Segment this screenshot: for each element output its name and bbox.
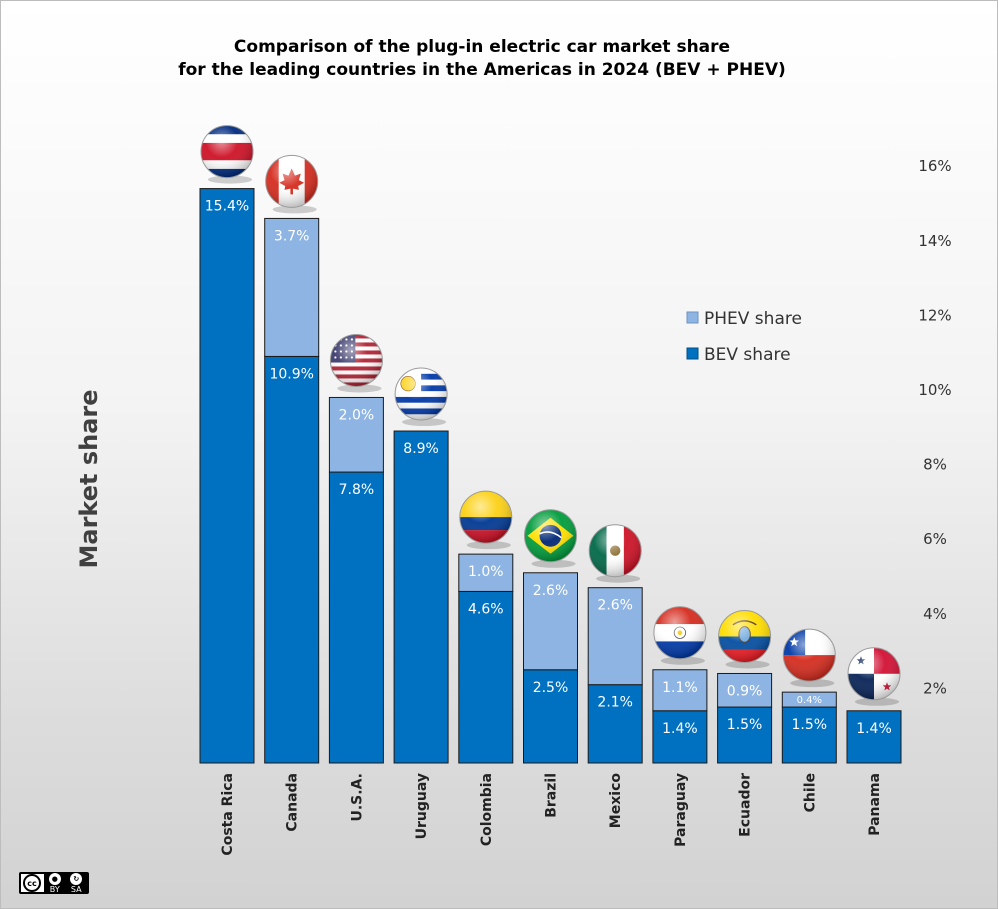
bars-layer: 15.4% 3.7% 10.9% 2.0% 7.8% 8.9% 1.0% 4.6% 2.6% 2.… — [199, 188, 902, 764]
flags-layer — [200, 125, 901, 706]
category-label: Colombia — [479, 773, 495, 846]
flag-uruguay-icon — [394, 367, 448, 427]
legend-label-bev: BEV share — [704, 345, 791, 365]
data-label-phev: 1.0% — [468, 564, 504, 580]
data-label-bev: 15.4% — [205, 199, 249, 215]
chart-title-line-2: for the leading countries in the America… — [178, 60, 786, 80]
bar-phev — [781, 691, 837, 708]
bar-bev — [846, 710, 902, 764]
data-label-bev: 1.5% — [792, 717, 828, 733]
y-tick-label: 10% — [918, 381, 951, 399]
flag-colombia-icon — [459, 490, 513, 550]
data-label-bev: 4.6% — [468, 601, 504, 617]
category-label: Brazil — [544, 773, 560, 818]
category-label: Ecuador — [738, 773, 754, 837]
legend-label-phev: PHEV share — [704, 309, 802, 329]
category-label: Uruguay — [414, 773, 430, 839]
data-label-bev: 7.8% — [339, 482, 375, 498]
y-tick-label: 4% — [923, 605, 947, 623]
data-label-bev: 10.9% — [269, 366, 313, 382]
bar-bev — [523, 669, 578, 764]
cc-conditions: ● BY ↻ SA — [44, 872, 87, 894]
y-tick-label: 6% — [923, 530, 947, 548]
legend-swatch-phev — [686, 311, 699, 324]
sa-label: SA — [70, 884, 82, 894]
bar-bev — [781, 706, 837, 764]
data-label-bev: 2.1% — [597, 695, 633, 711]
bar-bev — [652, 710, 708, 764]
y-tick-label: 12% — [918, 306, 951, 324]
bar-bev — [393, 430, 449, 764]
category-label: Chile — [802, 773, 818, 812]
bar-bev — [717, 706, 773, 764]
data-label-phev: 0.9% — [727, 683, 763, 699]
bar-phev — [264, 217, 320, 357]
data-label-phev: 2.6% — [597, 598, 633, 614]
by-group: ● BY — [48, 872, 61, 894]
bar-bev — [328, 471, 384, 764]
flag-panama-icon — [847, 647, 901, 706]
bar-phev — [587, 587, 643, 686]
category-label: Paraguay — [673, 773, 689, 847]
y-tick-label: 2% — [923, 679, 947, 697]
y-tick-label: 8% — [923, 456, 947, 474]
y-axis-label: Market share — [75, 389, 103, 568]
bar-bev — [587, 684, 643, 764]
data-label-bev: 1.4% — [856, 721, 892, 737]
category-label: Canada — [285, 773, 301, 832]
data-label-bev: 1.5% — [727, 717, 763, 733]
data-label-phev: 2.0% — [339, 407, 375, 423]
bar-phev — [717, 672, 773, 708]
category-label: Costa Rica — [220, 773, 236, 856]
share-alike-icon: ↻ — [70, 872, 83, 885]
data-label-phev: 0.4% — [797, 695, 822, 706]
bar-bev — [199, 188, 255, 764]
chart-title-line-1: Comparison of the plug-in electric car m… — [234, 37, 730, 57]
by-label: BY — [49, 884, 60, 894]
data-label-phev: 2.6% — [533, 583, 569, 599]
data-label-bev: 1.4% — [662, 721, 698, 737]
flag-paraguay-icon — [653, 606, 707, 665]
y-tick-label: 14% — [918, 232, 951, 250]
flag-costa-rica-icon — [200, 125, 254, 184]
bar-phev — [523, 572, 578, 671]
data-label-bev: 2.5% — [533, 680, 569, 696]
cc-mark: cc — [23, 874, 41, 892]
flag-brazil-icon — [524, 509, 577, 568]
y-ticks: 2% 4% 6% 8% 10% 12% 14% 16% — [918, 157, 951, 697]
flag-chile-icon — [782, 628, 836, 688]
category-label: U.S.A. — [349, 773, 365, 822]
category-label: Panama — [867, 773, 883, 836]
category-labels: Costa Rica Canada U.S.A. Uruguay Colombia Bra… — [220, 773, 883, 856]
category-label: Mexico — [608, 773, 624, 829]
bar-phev — [652, 669, 708, 712]
bar-bev — [264, 355, 320, 764]
creative-commons-by-sa-icon: cc ● BY ↻ SA — [19, 872, 89, 894]
flag-ecuador-icon — [718, 609, 772, 669]
bar-phev — [328, 396, 384, 473]
flag-mexico-icon — [588, 524, 642, 583]
data-label-bev: 8.9% — [403, 441, 439, 457]
legend-swatch-bev — [686, 347, 699, 360]
data-label-phev: 1.1% — [662, 680, 698, 696]
attribution-icon: ● — [48, 872, 61, 885]
sa-group: ↻ SA — [70, 872, 83, 894]
legend: PHEV share BEV share — [686, 309, 802, 365]
data-label-phev: 3.7% — [274, 228, 310, 244]
bar-phev — [458, 553, 514, 592]
flag-usa-icon — [329, 333, 383, 393]
flag-canada-icon — [265, 154, 319, 214]
bar-bev — [458, 590, 514, 764]
y-tick-label: 16% — [918, 157, 951, 175]
